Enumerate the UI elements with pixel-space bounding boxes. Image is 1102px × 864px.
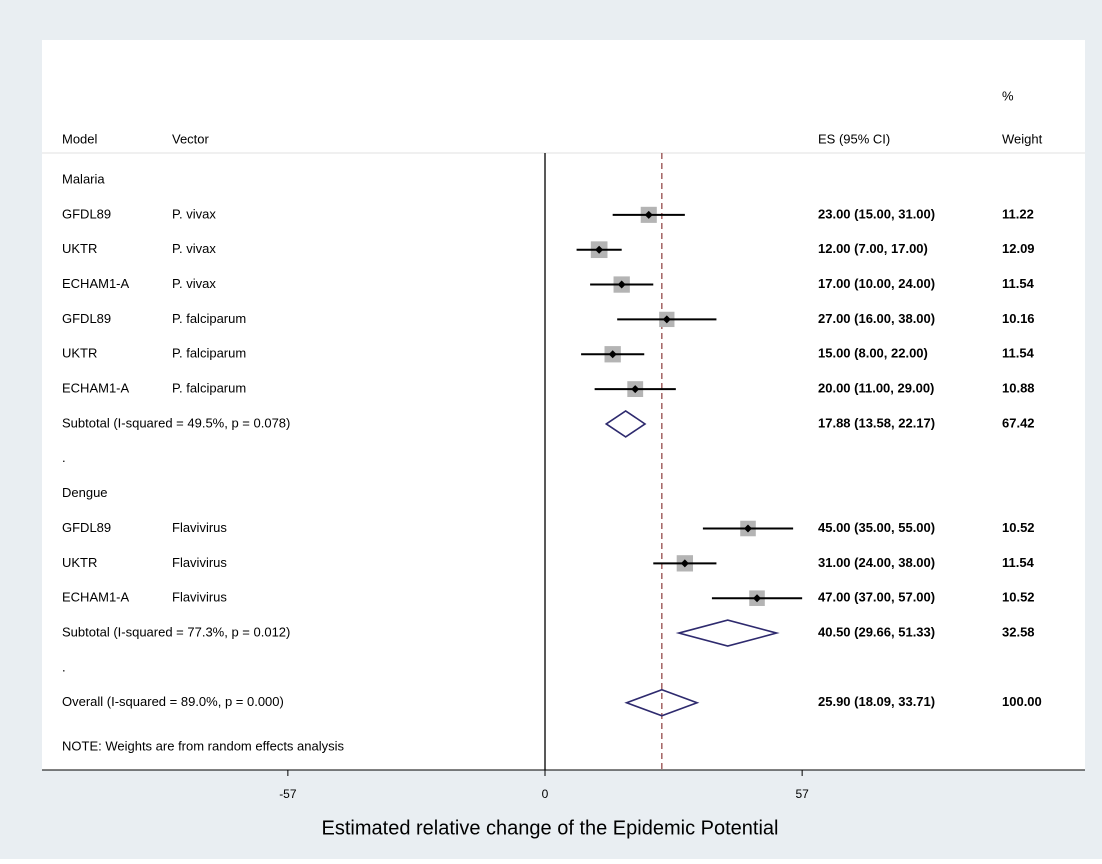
- es-label: 23.00 (15.00, 31.00): [818, 206, 935, 221]
- point-estimate: [753, 594, 762, 603]
- weight-label: 10.16: [1002, 311, 1035, 326]
- es-label: 20.00 (11.00, 29.00): [818, 381, 934, 396]
- es-label: 27.00 (16.00, 38.00): [818, 311, 935, 326]
- x-tick-label: 57: [795, 787, 809, 801]
- vector: P. vivax: [172, 276, 216, 291]
- point-estimate: [680, 559, 689, 568]
- weight-label: 10.88: [1002, 381, 1035, 396]
- pooled-diamond: [675, 619, 780, 647]
- es-label: 17.00 (10.00, 24.00): [818, 276, 935, 291]
- header: ES (95% CI): [818, 131, 890, 146]
- weight-label: 100.00: [1002, 694, 1042, 709]
- header: Weight: [1002, 131, 1043, 146]
- weight-label: 11.22: [1002, 206, 1034, 221]
- point-estimate: [644, 210, 653, 219]
- point-estimate: [617, 280, 626, 289]
- model: UKTR: [62, 555, 97, 570]
- vector: P. falciparum: [172, 311, 246, 326]
- separator: .: [62, 450, 66, 465]
- point-estimate: [631, 385, 640, 394]
- header: Vector: [172, 131, 210, 146]
- point-estimate: [608, 350, 617, 359]
- weight-label: 12.09: [1002, 241, 1035, 256]
- model: GFDL89: [62, 206, 111, 221]
- x-axis-title: Estimated relative change of the Epidemi…: [322, 817, 779, 839]
- model: ECHAM1-A: [62, 276, 130, 291]
- separator: .: [62, 659, 66, 674]
- pooled-label: Overall (I-squared = 89.0%, p = 0.000): [62, 694, 284, 709]
- weight-label: 10.52: [1002, 590, 1035, 605]
- vector: Flavivirus: [172, 590, 227, 605]
- model: ECHAM1-A: [62, 381, 130, 396]
- pooled-diamond: [624, 688, 700, 717]
- es-label: 15.00 (8.00, 22.00): [818, 346, 928, 361]
- vector: P. falciparum: [172, 381, 246, 396]
- model: UKTR: [62, 241, 97, 256]
- pooled-label: Subtotal (I-squared = 49.5%, p = 0.078): [62, 415, 290, 430]
- model: GFDL89: [62, 520, 111, 535]
- weight-label: 11.54: [1002, 346, 1035, 361]
- note: NOTE: Weights are from random effects an…: [62, 738, 345, 753]
- point-estimate: [662, 315, 671, 324]
- weight-label: 11.54: [1002, 276, 1035, 291]
- x-tick-label: -57: [279, 787, 297, 801]
- vector: P. vivax: [172, 206, 216, 221]
- es-label: 17.88 (13.58, 22.17): [818, 415, 935, 430]
- weight-label: 32.58: [1002, 624, 1035, 639]
- es-label: 31.00 (24.00, 38.00): [818, 555, 935, 570]
- header: Model: [62, 131, 98, 146]
- es-label: 25.90 (18.09, 33.71): [818, 694, 935, 709]
- x-tick-label: 0: [542, 787, 549, 801]
- weight-label: 67.42: [1002, 415, 1035, 430]
- model: ECHAM1-A: [62, 590, 130, 605]
- es-label: 40.50 (29.66, 51.33): [818, 624, 935, 639]
- pooled-diamond: [604, 409, 647, 438]
- model: GFDL89: [62, 311, 111, 326]
- point-estimate: [744, 524, 753, 533]
- weight-label: 10.52: [1002, 520, 1035, 535]
- model: UKTR: [62, 346, 97, 361]
- weight-label: 11.54: [1002, 555, 1035, 570]
- header: %: [1002, 88, 1014, 103]
- plot-panel: [42, 40, 1085, 770]
- es-label: 47.00 (37.00, 57.00): [818, 590, 935, 605]
- group-name: Malaria: [62, 171, 105, 186]
- vector: P. vivax: [172, 241, 216, 256]
- pooled-label: Subtotal (I-squared = 77.3%, p = 0.012): [62, 624, 290, 639]
- group-name: Dengue: [62, 485, 108, 500]
- vector: Flavivirus: [172, 520, 227, 535]
- es-label: 45.00 (35.00, 55.00): [818, 520, 935, 535]
- es-label: 12.00 (7.00, 17.00): [818, 241, 928, 256]
- vector: P. falciparum: [172, 346, 246, 361]
- vector: Flavivirus: [172, 555, 227, 570]
- point-estimate: [595, 245, 604, 254]
